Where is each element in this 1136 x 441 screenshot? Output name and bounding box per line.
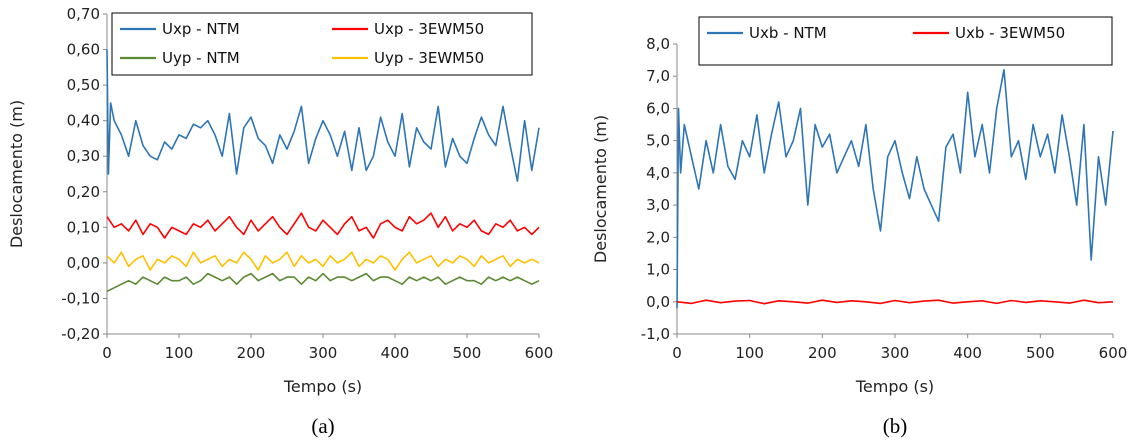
y-tick-label: 0,0: [646, 293, 670, 311]
y-tick-label: 0,70: [67, 5, 100, 23]
figure-caption: (a): [311, 414, 334, 438]
legend-box: [698, 16, 1113, 66]
legend-entry-label: Uxp - NTM: [162, 20, 240, 38]
chart-b: 8,0 7,0 6,0 5,0 4,0 3,0 2,0 1,0 0,0 -1,00 100 200 30…: [591, 16, 1128, 438]
x-tick-label: 400: [953, 344, 982, 362]
y-tick-label: -1,0: [641, 325, 670, 343]
x-tick-label: 600: [525, 344, 554, 362]
legend-entry-label: Uyp - 3EWM50: [374, 49, 484, 67]
y-axis-label: Deslocamento (m): [591, 115, 610, 263]
y-tick-label: 0,10: [67, 218, 100, 236]
y-tick-label: 0,00: [67, 254, 100, 272]
y-tick-label: 0,40: [67, 112, 100, 130]
y-tick-label: 0,20: [67, 183, 100, 201]
x-tick-label: 500: [1026, 344, 1055, 362]
legend: Uxb - NTM Uxb - 3EWM50: [698, 16, 1113, 66]
x-axis-label: Tempo (s): [855, 377, 934, 396]
series-line-uxb-ntm: [676, 69, 1114, 309]
series-line-uxp-3ewm50: [106, 212, 540, 239]
y-tick-label: 3,0: [646, 196, 670, 214]
x-tick-label: 0: [672, 344, 682, 362]
y-tick-label: 0,60: [67, 41, 100, 59]
y-tick-label: 4,0: [646, 164, 670, 182]
figure-caption: (b): [883, 414, 908, 438]
y-tick-label: -0,10: [61, 289, 100, 307]
y-tick-label: 8,0: [646, 35, 670, 53]
series-line-uxp-ntm: [106, 49, 540, 182]
y-tick-label: 0,50: [67, 76, 100, 94]
y-tick-label: -0,20: [61, 325, 100, 343]
legend-entry-label: Uyp - NTM: [162, 49, 240, 67]
y-tick-label: 1,0: [646, 261, 670, 279]
y-tick-label: 0,30: [67, 147, 100, 165]
x-tick-label: 400: [381, 344, 410, 362]
y-axis-label: Deslocamento (m): [7, 100, 26, 248]
y-tick-label: 5,0: [646, 132, 670, 150]
y-tick-label: 6,0: [646, 99, 670, 117]
x-tick-label: 200: [237, 344, 266, 362]
y-tick-label: 7,0: [646, 67, 670, 85]
y-tick-label: 2,0: [646, 228, 670, 246]
x-tick-label: 200: [808, 344, 837, 362]
legend-entry-label: Uxb - 3EWM50: [955, 24, 1065, 42]
chart-a: 0,70 0,60 0,50 0,40 0,30 0,20 0,10 0,00 -0,10 -0,…: [7, 5, 553, 438]
legend-entry-label: Uxb - NTM: [749, 24, 827, 42]
legend-entry-label: Uxp - 3EWM50: [374, 20, 484, 38]
x-axis-label: Tempo (s): [283, 377, 362, 396]
x-tick-label: 600: [1099, 344, 1128, 362]
x-tick-label: 100: [735, 344, 764, 362]
series-line-uyp-ntm: [106, 272, 540, 293]
x-tick-label: 300: [309, 344, 338, 362]
legend-box: [111, 12, 533, 76]
series-line-uyp-3ewm50: [106, 251, 540, 271]
legend: Uxp - NTM Uxp - 3EWM50 Uyp - NTM Uyp - 3EWM…: [111, 12, 533, 76]
x-tick-label: 100: [165, 344, 194, 362]
x-tick-label: 300: [881, 344, 910, 362]
x-tick-label: 500: [453, 344, 482, 362]
x-tick-label: 0: [102, 344, 112, 362]
series-line-uxb-3ewm50: [676, 299, 1114, 305]
